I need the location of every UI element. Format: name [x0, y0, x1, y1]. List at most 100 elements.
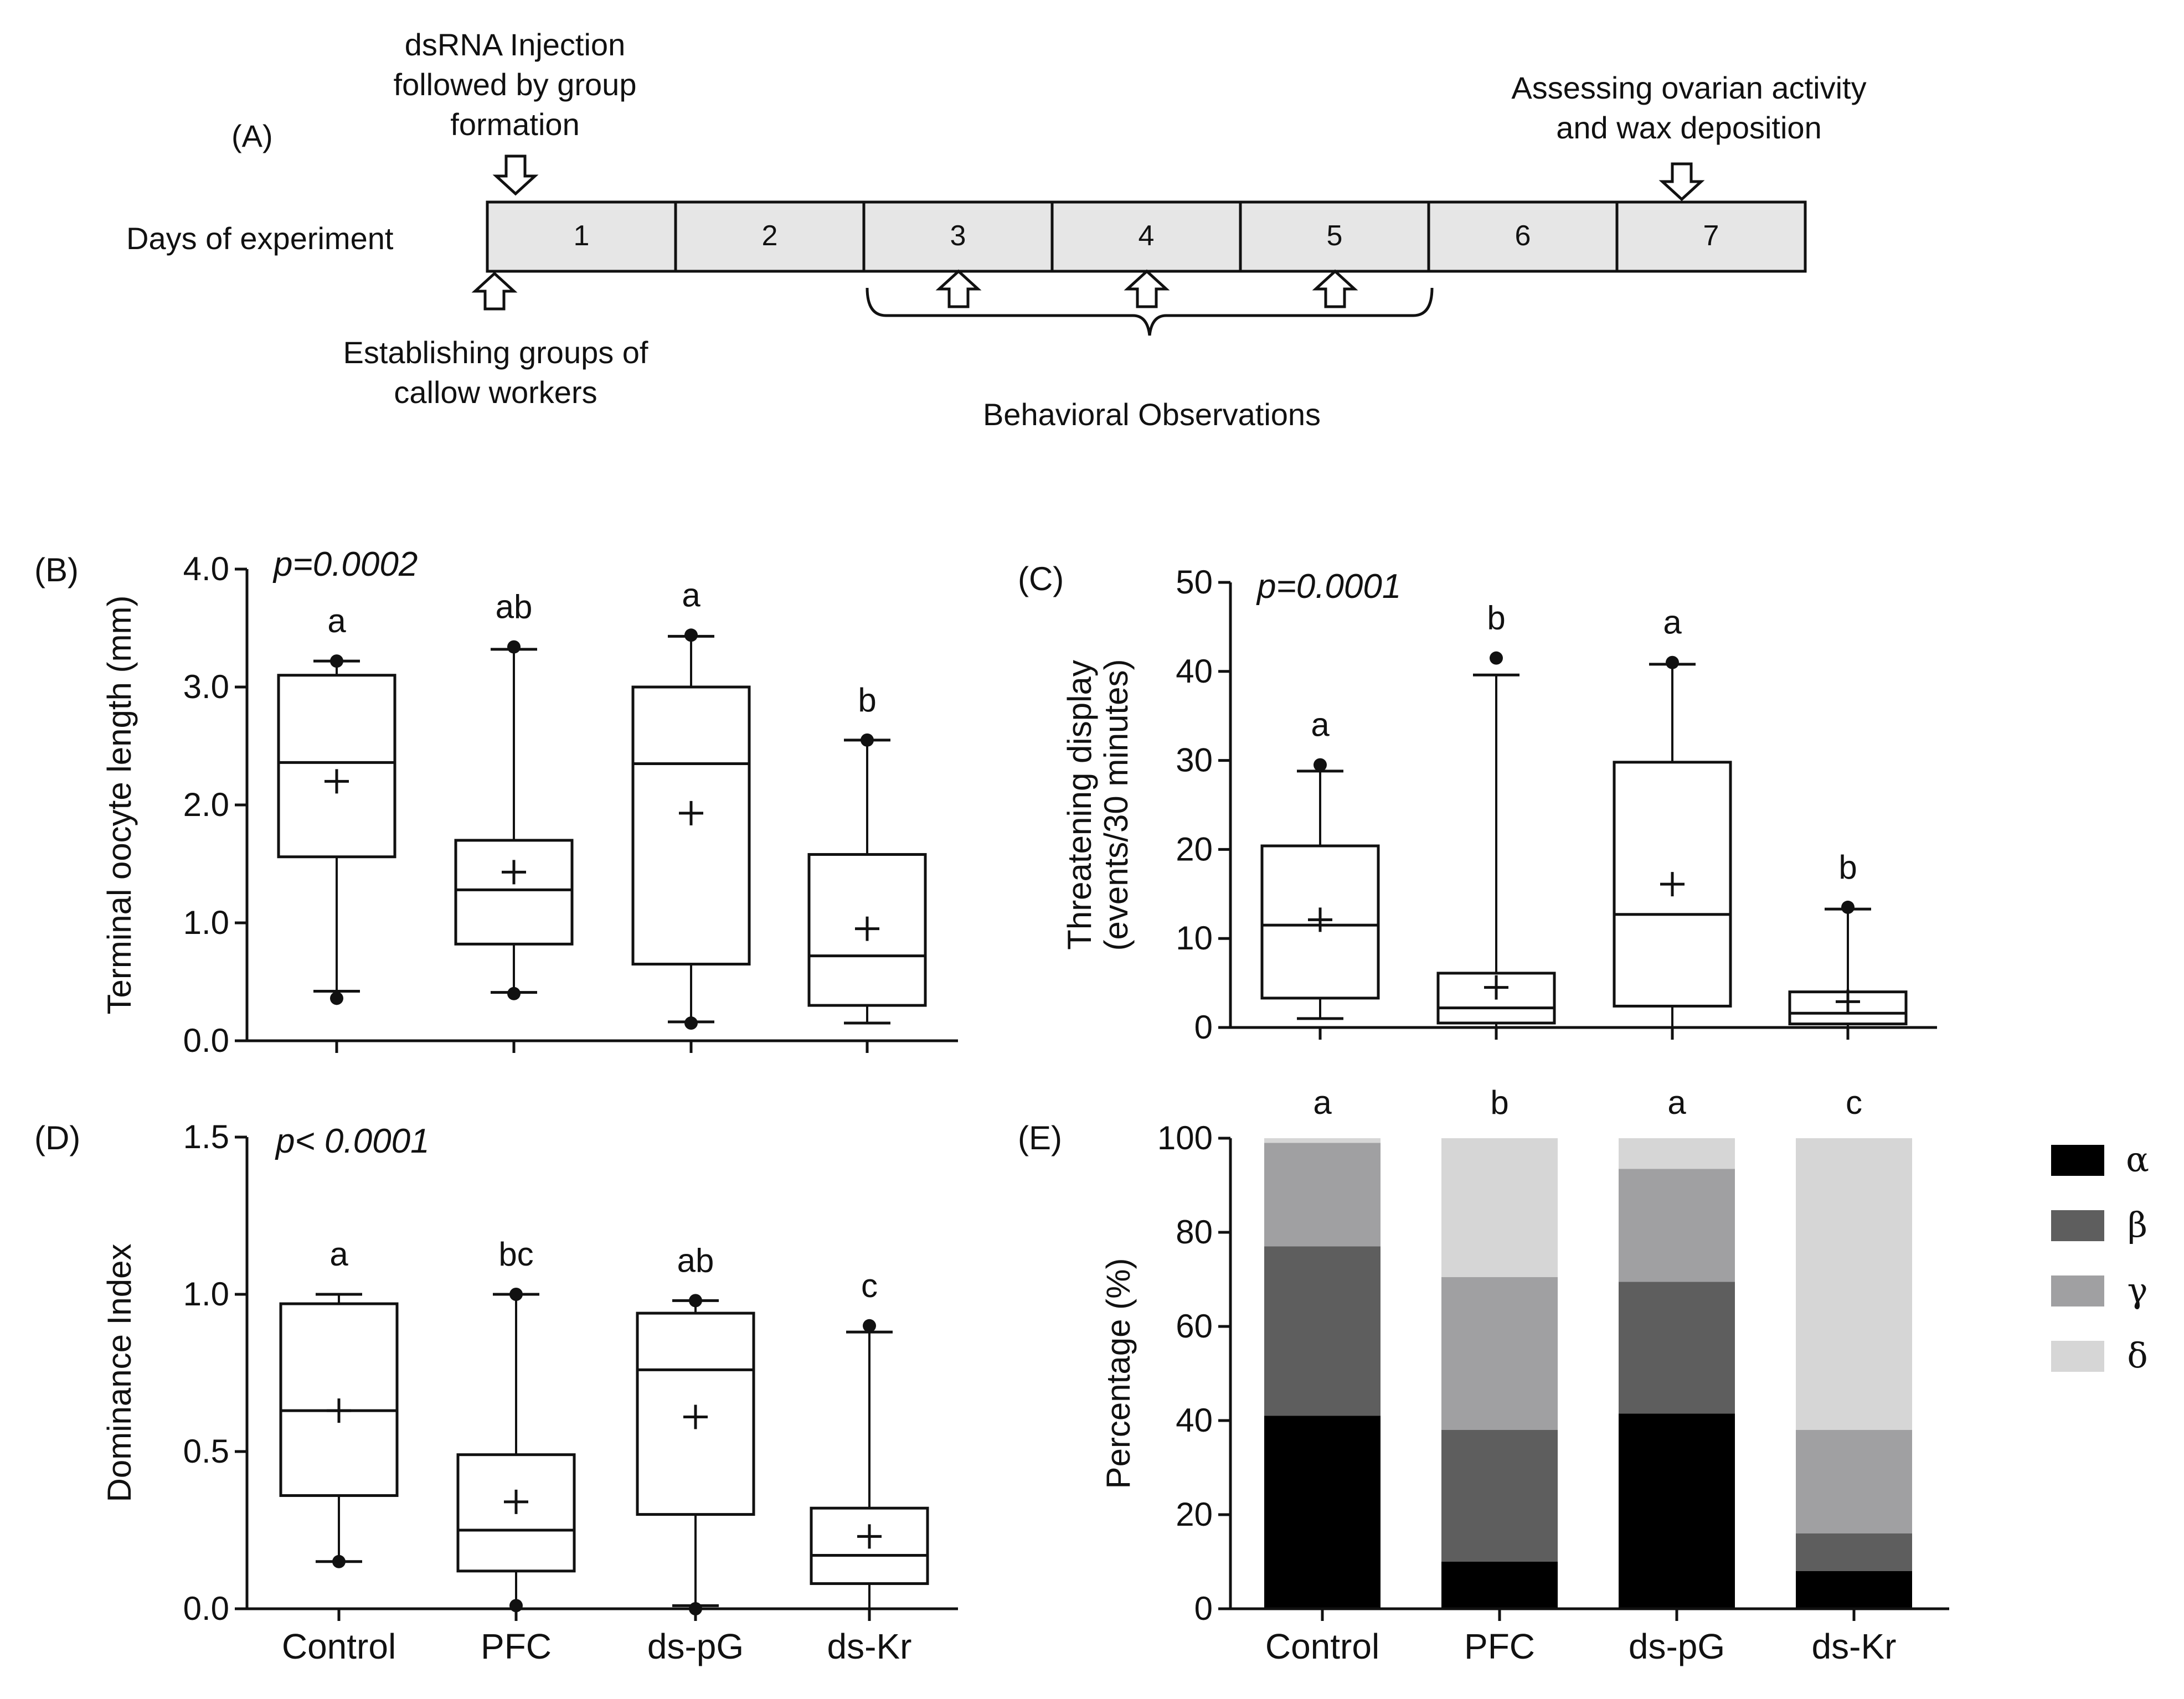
day-label: 7	[1703, 220, 1719, 252]
y-tick-label: 100	[1157, 1119, 1213, 1156]
y-tick-label: 1.0	[183, 904, 229, 941]
p-value: p=0.0002	[272, 545, 418, 583]
y-tick-label: 50	[1176, 564, 1213, 601]
panel-a-timeline: (A) Days of experiment 1 2 3 4 5 6 7 dsRNA Inj…	[126, 27, 1867, 432]
observation-arrow-up-icon	[1312, 269, 1358, 308]
y-tick-label: 1.0	[183, 1275, 229, 1313]
day-label: 1	[574, 220, 590, 252]
bar-segment	[1441, 1138, 1558, 1277]
x-tick-label: ds-pG	[1629, 1626, 1725, 1666]
stacked-bar-ds-pG	[1619, 1138, 1735, 1609]
bar-segment	[1796, 1430, 1912, 1533]
outlier-point	[861, 733, 874, 747]
observation-brace	[866, 287, 1434, 336]
bar-segment	[1619, 1169, 1735, 1282]
outlier-point	[684, 1016, 698, 1030]
y-axis-title: Percentage (%)	[1100, 1258, 1137, 1489]
significance-letter: a	[329, 1236, 348, 1273]
box-ds-pG	[631, 628, 751, 1030]
y-tick-label: 80	[1176, 1213, 1213, 1251]
p-value: p< 0.0001	[275, 1122, 430, 1160]
x-tick-label: ds-Kr	[827, 1626, 912, 1666]
outlier-point	[507, 987, 521, 1000]
legend-swatch	[2051, 1210, 2104, 1241]
legend-label: γ	[2127, 1270, 2147, 1310]
outlier-point	[1490, 651, 1503, 665]
stacked-bar-ds-Kr	[1796, 1138, 1912, 1609]
legend-label: δ	[2127, 1335, 2147, 1376]
box-ds-Kr	[807, 733, 927, 1025]
day-cell	[674, 200, 866, 273]
panel-label: (B)	[34, 551, 79, 588]
y-tick-label: 0.0	[183, 1022, 229, 1059]
top-left-note-line3: formation	[450, 107, 579, 142]
significance-letter: ab	[677, 1242, 714, 1279]
box-ds-pG	[636, 1294, 755, 1615]
y-tick-label: 3.0	[183, 668, 229, 705]
timeline-days: 1 2 3 4 5 6 7	[486, 200, 1807, 273]
significance-letter: c	[861, 1267, 878, 1304]
panel-b-oocyte-length: 0.0 1.0 2.0 3.0 4.0 Terminal oocyte length (m…	[34, 545, 958, 1059]
box-Control	[279, 1293, 399, 1568]
x-tick-label: PFC	[481, 1626, 552, 1666]
injection-arrow-down-icon	[492, 154, 539, 196]
bar-segment	[1619, 1138, 1735, 1169]
x-tick-label: ds-pG	[647, 1626, 744, 1666]
observation-arrow-up-icon	[1124, 269, 1170, 308]
day-cell	[486, 200, 677, 273]
y-tick-label: 2.0	[183, 786, 229, 823]
top-left-note-line1: dsRNA Injection	[405, 27, 625, 62]
bar-segment	[1796, 1138, 1912, 1430]
y-tick-label: 60	[1176, 1308, 1213, 1345]
x-tick-label: ds-Kr	[1812, 1626, 1897, 1666]
outlier-point	[507, 640, 521, 654]
bar-segment	[1619, 1282, 1735, 1414]
y-tick-label: 40	[1176, 1402, 1213, 1439]
legend-swatch	[2051, 1145, 2104, 1176]
outlier-point	[1841, 900, 1855, 914]
bar-segment	[1441, 1430, 1558, 1562]
y-tick-label: 20	[1176, 1496, 1213, 1533]
y-tick-label: 0.0	[183, 1590, 229, 1627]
establish-arrow-up-icon	[471, 271, 518, 311]
bottom-left-note-line1: Establishing groups of	[343, 335, 648, 370]
iqr-box	[277, 674, 396, 859]
significance-letter: b	[858, 681, 876, 719]
outlier-point	[332, 1555, 346, 1568]
box-Control	[1260, 758, 1380, 1020]
bar-segment	[1441, 1277, 1558, 1430]
outlier-point	[1666, 655, 1679, 669]
day-label: 2	[762, 220, 778, 252]
significance-letter: a	[327, 602, 346, 639]
significance-letter: b	[1838, 849, 1857, 886]
bottom-center-note: Behavioral Observations	[983, 397, 1321, 432]
legend-label: β	[2128, 1205, 2147, 1245]
y-tick-label: 30	[1176, 742, 1213, 779]
significance-letter: b	[1490, 1084, 1508, 1121]
panel-label: (C)	[1018, 560, 1064, 597]
assess-arrow-down-icon	[1658, 162, 1705, 202]
day-label: 4	[1139, 220, 1155, 252]
day-label: 6	[1515, 220, 1531, 252]
bar-segment	[1264, 1246, 1381, 1416]
box-ds-Kr	[810, 1319, 929, 1610]
y-tick-label: 0.5	[183, 1433, 229, 1470]
panel-d-dominance-index: 0.0 0.5 1.0 1.5 Dominance Index (D) p< 0.0001 a…	[34, 1118, 958, 1666]
top-left-note-line2: followed by group	[394, 67, 637, 102]
box-PFC	[454, 640, 574, 1000]
panel-label: (D)	[34, 1119, 80, 1156]
outlier-point	[509, 1599, 523, 1613]
significance-letter: a	[1667, 1084, 1686, 1121]
legend-swatch	[2051, 1341, 2104, 1372]
bar-segment	[1264, 1416, 1381, 1609]
box-ds-Kr	[1788, 900, 1908, 1029]
significance-letter: a	[682, 576, 700, 613]
y-tick-label: 1.5	[183, 1118, 229, 1155]
significance-letter: a	[1313, 1084, 1332, 1121]
day-cell	[1427, 200, 1619, 273]
legend-label: α	[2126, 1139, 2149, 1180]
observation-arrow-up-icon	[935, 269, 982, 308]
outlier-point	[684, 628, 698, 642]
significance-letter: c	[1846, 1084, 1862, 1121]
